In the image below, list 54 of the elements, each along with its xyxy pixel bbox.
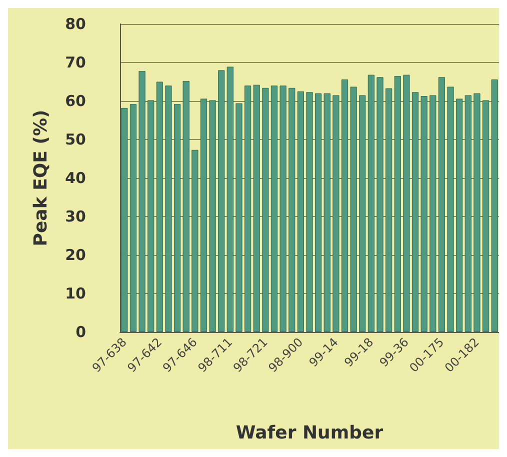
bar (262, 88, 269, 332)
y-tick-label: 80 (65, 15, 86, 33)
y-tick-label: 20 (65, 246, 86, 264)
bar (430, 95, 436, 332)
y-tick-label: 10 (65, 284, 86, 302)
bar (182, 80, 190, 332)
y-axis-title: Peak EQE (%) (30, 110, 52, 246)
bar (324, 93, 330, 332)
bar (386, 88, 392, 332)
y-tick-label: 0 (76, 323, 86, 341)
bar (359, 95, 366, 332)
y-tick-label: 40 (65, 169, 86, 187)
bar (244, 86, 252, 332)
bar (447, 86, 454, 332)
bar (456, 98, 463, 332)
y-tick-label: 70 (65, 54, 86, 72)
bar (218, 70, 225, 332)
bar (403, 74, 410, 332)
bar (270, 86, 278, 332)
bar (376, 77, 384, 332)
bar (306, 92, 313, 332)
bar (315, 93, 322, 332)
bar (165, 86, 172, 332)
bar (341, 79, 348, 332)
bar (121, 108, 128, 332)
bar (209, 100, 216, 332)
bar (138, 70, 146, 332)
bar (174, 104, 181, 332)
bar (297, 91, 304, 332)
bar (253, 84, 260, 332)
bar (148, 100, 154, 332)
bar (130, 104, 137, 332)
bar (280, 86, 286, 332)
bar (438, 77, 446, 332)
bar (156, 82, 163, 332)
bar (288, 88, 296, 332)
bar (491, 79, 498, 332)
bar (474, 93, 480, 332)
bar (350, 86, 357, 332)
x-axis-title: Wafer Number (236, 422, 384, 444)
bar (412, 92, 419, 332)
bar (482, 100, 490, 332)
bar (368, 74, 375, 332)
bar (394, 76, 401, 332)
bar (236, 103, 242, 332)
bar (332, 95, 340, 332)
bar (464, 95, 472, 332)
y-tick-label: 60 (65, 92, 86, 110)
y-tick-label: 30 (65, 208, 86, 226)
bar (420, 96, 428, 332)
y-tick-label: 50 (65, 130, 86, 148)
bar (226, 66, 234, 332)
bar (200, 98, 208, 332)
bar (192, 150, 198, 332)
